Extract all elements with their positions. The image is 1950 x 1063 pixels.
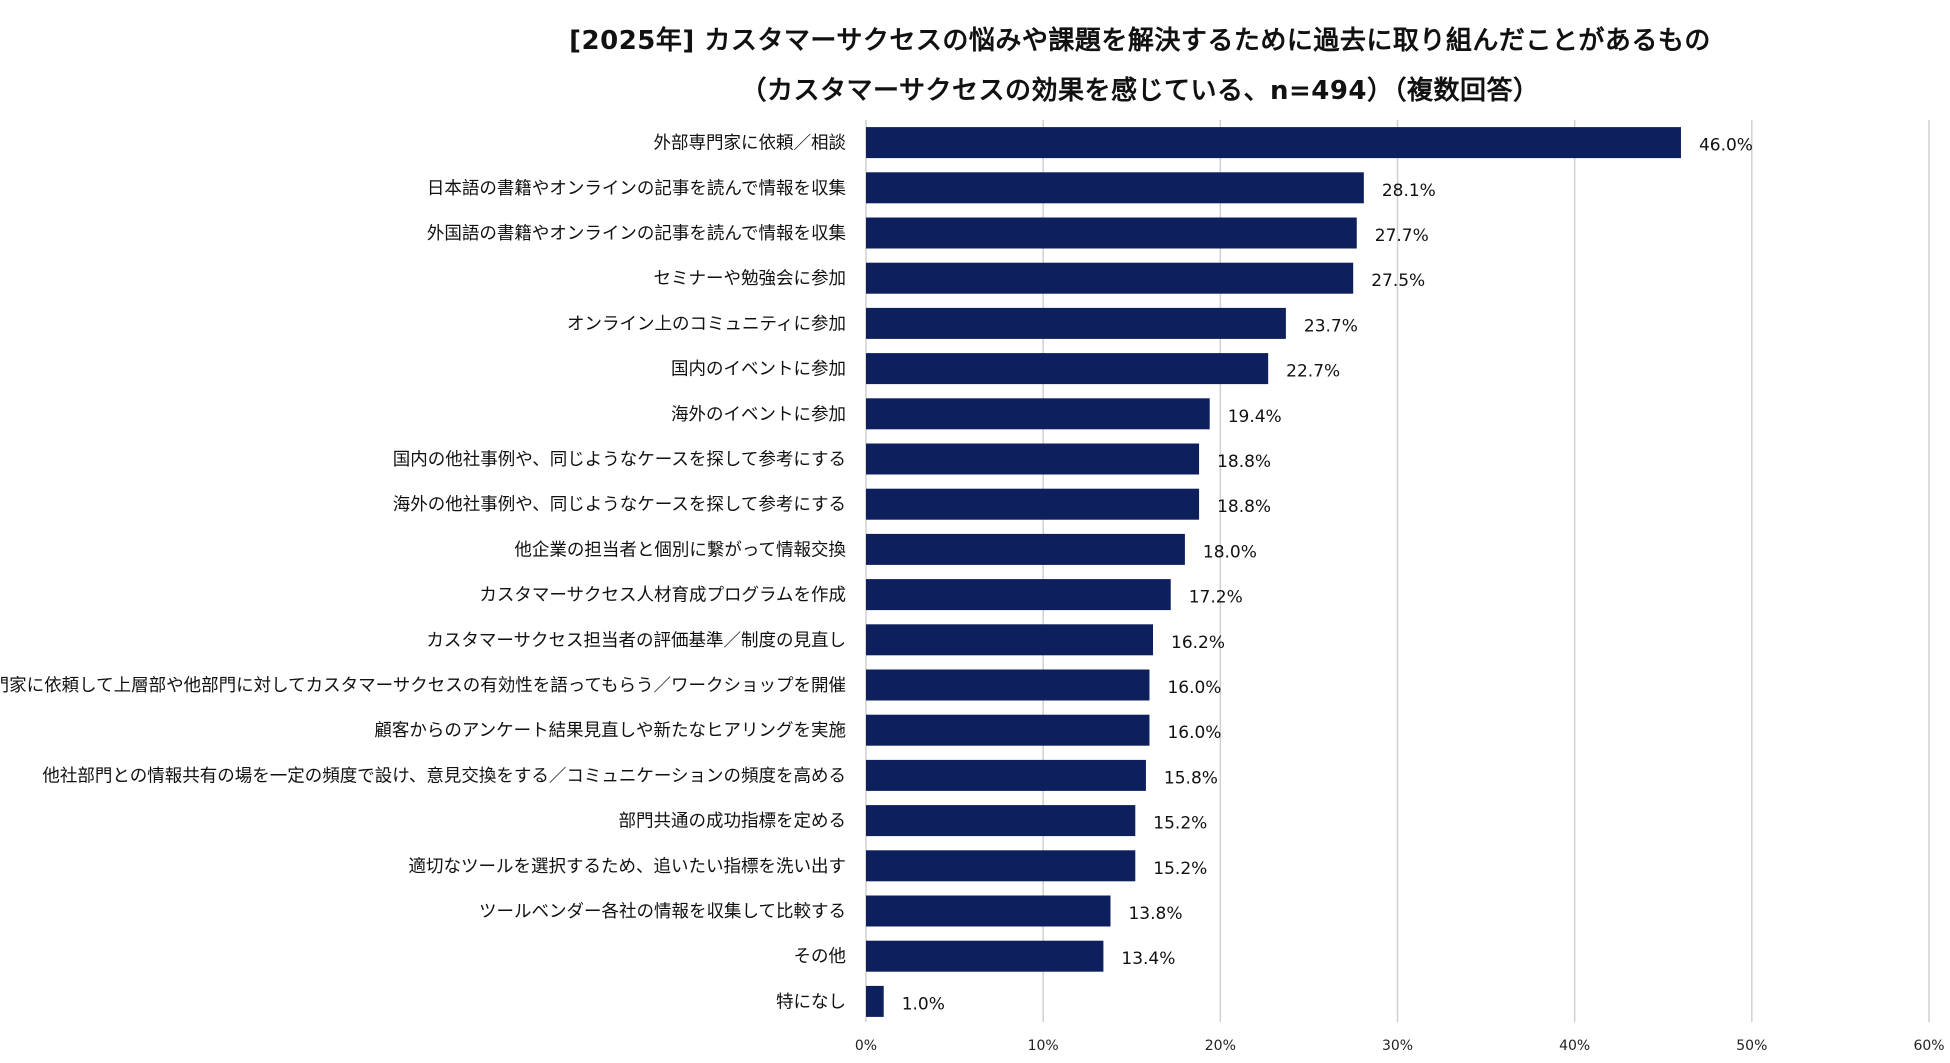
x-tick-label: 60% [1913,1038,1944,1054]
category-label: 適切なツールを選択するため、追いたい指標を洗い出す [409,857,847,877]
chart-title: [2025年] カスタマーサクセスの悩みや課題を解決するために過去に取り組んだこ… [569,26,1711,56]
category-label: 他企業の担当者と個別に繋がって情報交換 [514,540,846,560]
bar [866,759,1146,791]
data-label: 16.0% [1167,723,1221,743]
bar [866,850,1136,882]
category-label: 特になし [776,992,846,1012]
bar [866,488,1200,520]
category-label: カスタマーサクセス人材育成プログラムを作成 [479,586,846,606]
data-label: 19.4% [1228,407,1282,427]
bar [866,895,1111,927]
category-label: 外国語の書籍やオンラインの記事を読んで情報を収集 [427,224,846,244]
bar [866,985,884,1017]
bar [866,217,1357,249]
data-label: 15.8% [1164,768,1218,788]
x-tick-label: 50% [1736,1038,1767,1054]
data-label: 17.2% [1189,588,1243,608]
bar [866,127,1681,159]
data-label: 46.0% [1699,136,1753,156]
data-label: 18.8% [1217,452,1271,472]
category-label: セミナーや勉強会に参加 [654,269,847,289]
data-label: 18.8% [1217,497,1271,517]
x-tick-label: 40% [1559,1038,1590,1054]
x-tick-label: 0% [855,1038,877,1054]
data-label: 22.7% [1286,362,1340,382]
chart-subtitle: （カスタマーサクセスの効果を感じている、n=494）（複数回答） [740,76,1540,106]
data-label: 1.0% [902,994,945,1014]
bar [866,624,1154,656]
category-label: 日本語の書籍やオンラインの記事を読んで情報を収集 [427,179,846,199]
bar [866,398,1210,430]
data-label: 28.1% [1382,181,1436,201]
bar [866,940,1104,972]
data-label: 27.5% [1371,271,1425,291]
data-label: 23.7% [1304,316,1358,336]
data-label: 13.4% [1121,949,1175,969]
bar [866,172,1364,204]
bar [866,669,1150,701]
category-label: その他 [794,947,847,967]
x-tick-label: 20% [1205,1038,1236,1054]
category-label: カスタマーサクセス担当者の評価基準／制度の見直し [426,631,846,651]
category-label: 海外の他社事例や、同じようなケースを探して参考にする [393,495,846,515]
bar [866,579,1171,611]
category-label: 国内のイベントに参加 [671,360,846,380]
bar [866,353,1269,385]
category-label: 専門家に依頼して上層部や他部門に対してカスタマーサクセスの有効性を語ってもらう／… [0,676,846,696]
data-label: 16.2% [1171,633,1225,653]
category-label: 国内の他社事例や、同じようなケースを探して参考にする [393,450,846,470]
bar [866,805,1136,837]
bar [866,262,1354,294]
data-label: 18.0% [1203,542,1257,562]
data-label: 27.7% [1375,226,1429,246]
category-label: 部門共通の成功指標を定める [619,812,847,832]
category-label: オンライン上のコミュニティに参加 [567,314,846,334]
data-label: 15.2% [1153,814,1207,834]
data-label: 15.2% [1153,859,1207,879]
category-label: 外部専門家に依頼／相談 [654,134,847,154]
bar [866,533,1185,565]
category-label: 他社部門との情報共有の場を一定の頻度で設け、意見交換をする／コミュニケーションの… [42,766,846,786]
bar [866,443,1200,475]
bar [866,307,1286,339]
category-label: ツールベンダー各社の情報を収集して比較する [479,902,846,922]
category-label: 顧客からのアンケート結果見直しや新たなヒアリングを実施 [374,721,846,741]
category-label: 海外のイベントに参加 [671,405,846,425]
bar [866,714,1150,746]
data-label: 13.8% [1128,904,1182,924]
x-tick-label: 10% [1028,1038,1059,1054]
x-tick-label: 30% [1382,1038,1413,1054]
data-label: 16.0% [1167,678,1221,698]
